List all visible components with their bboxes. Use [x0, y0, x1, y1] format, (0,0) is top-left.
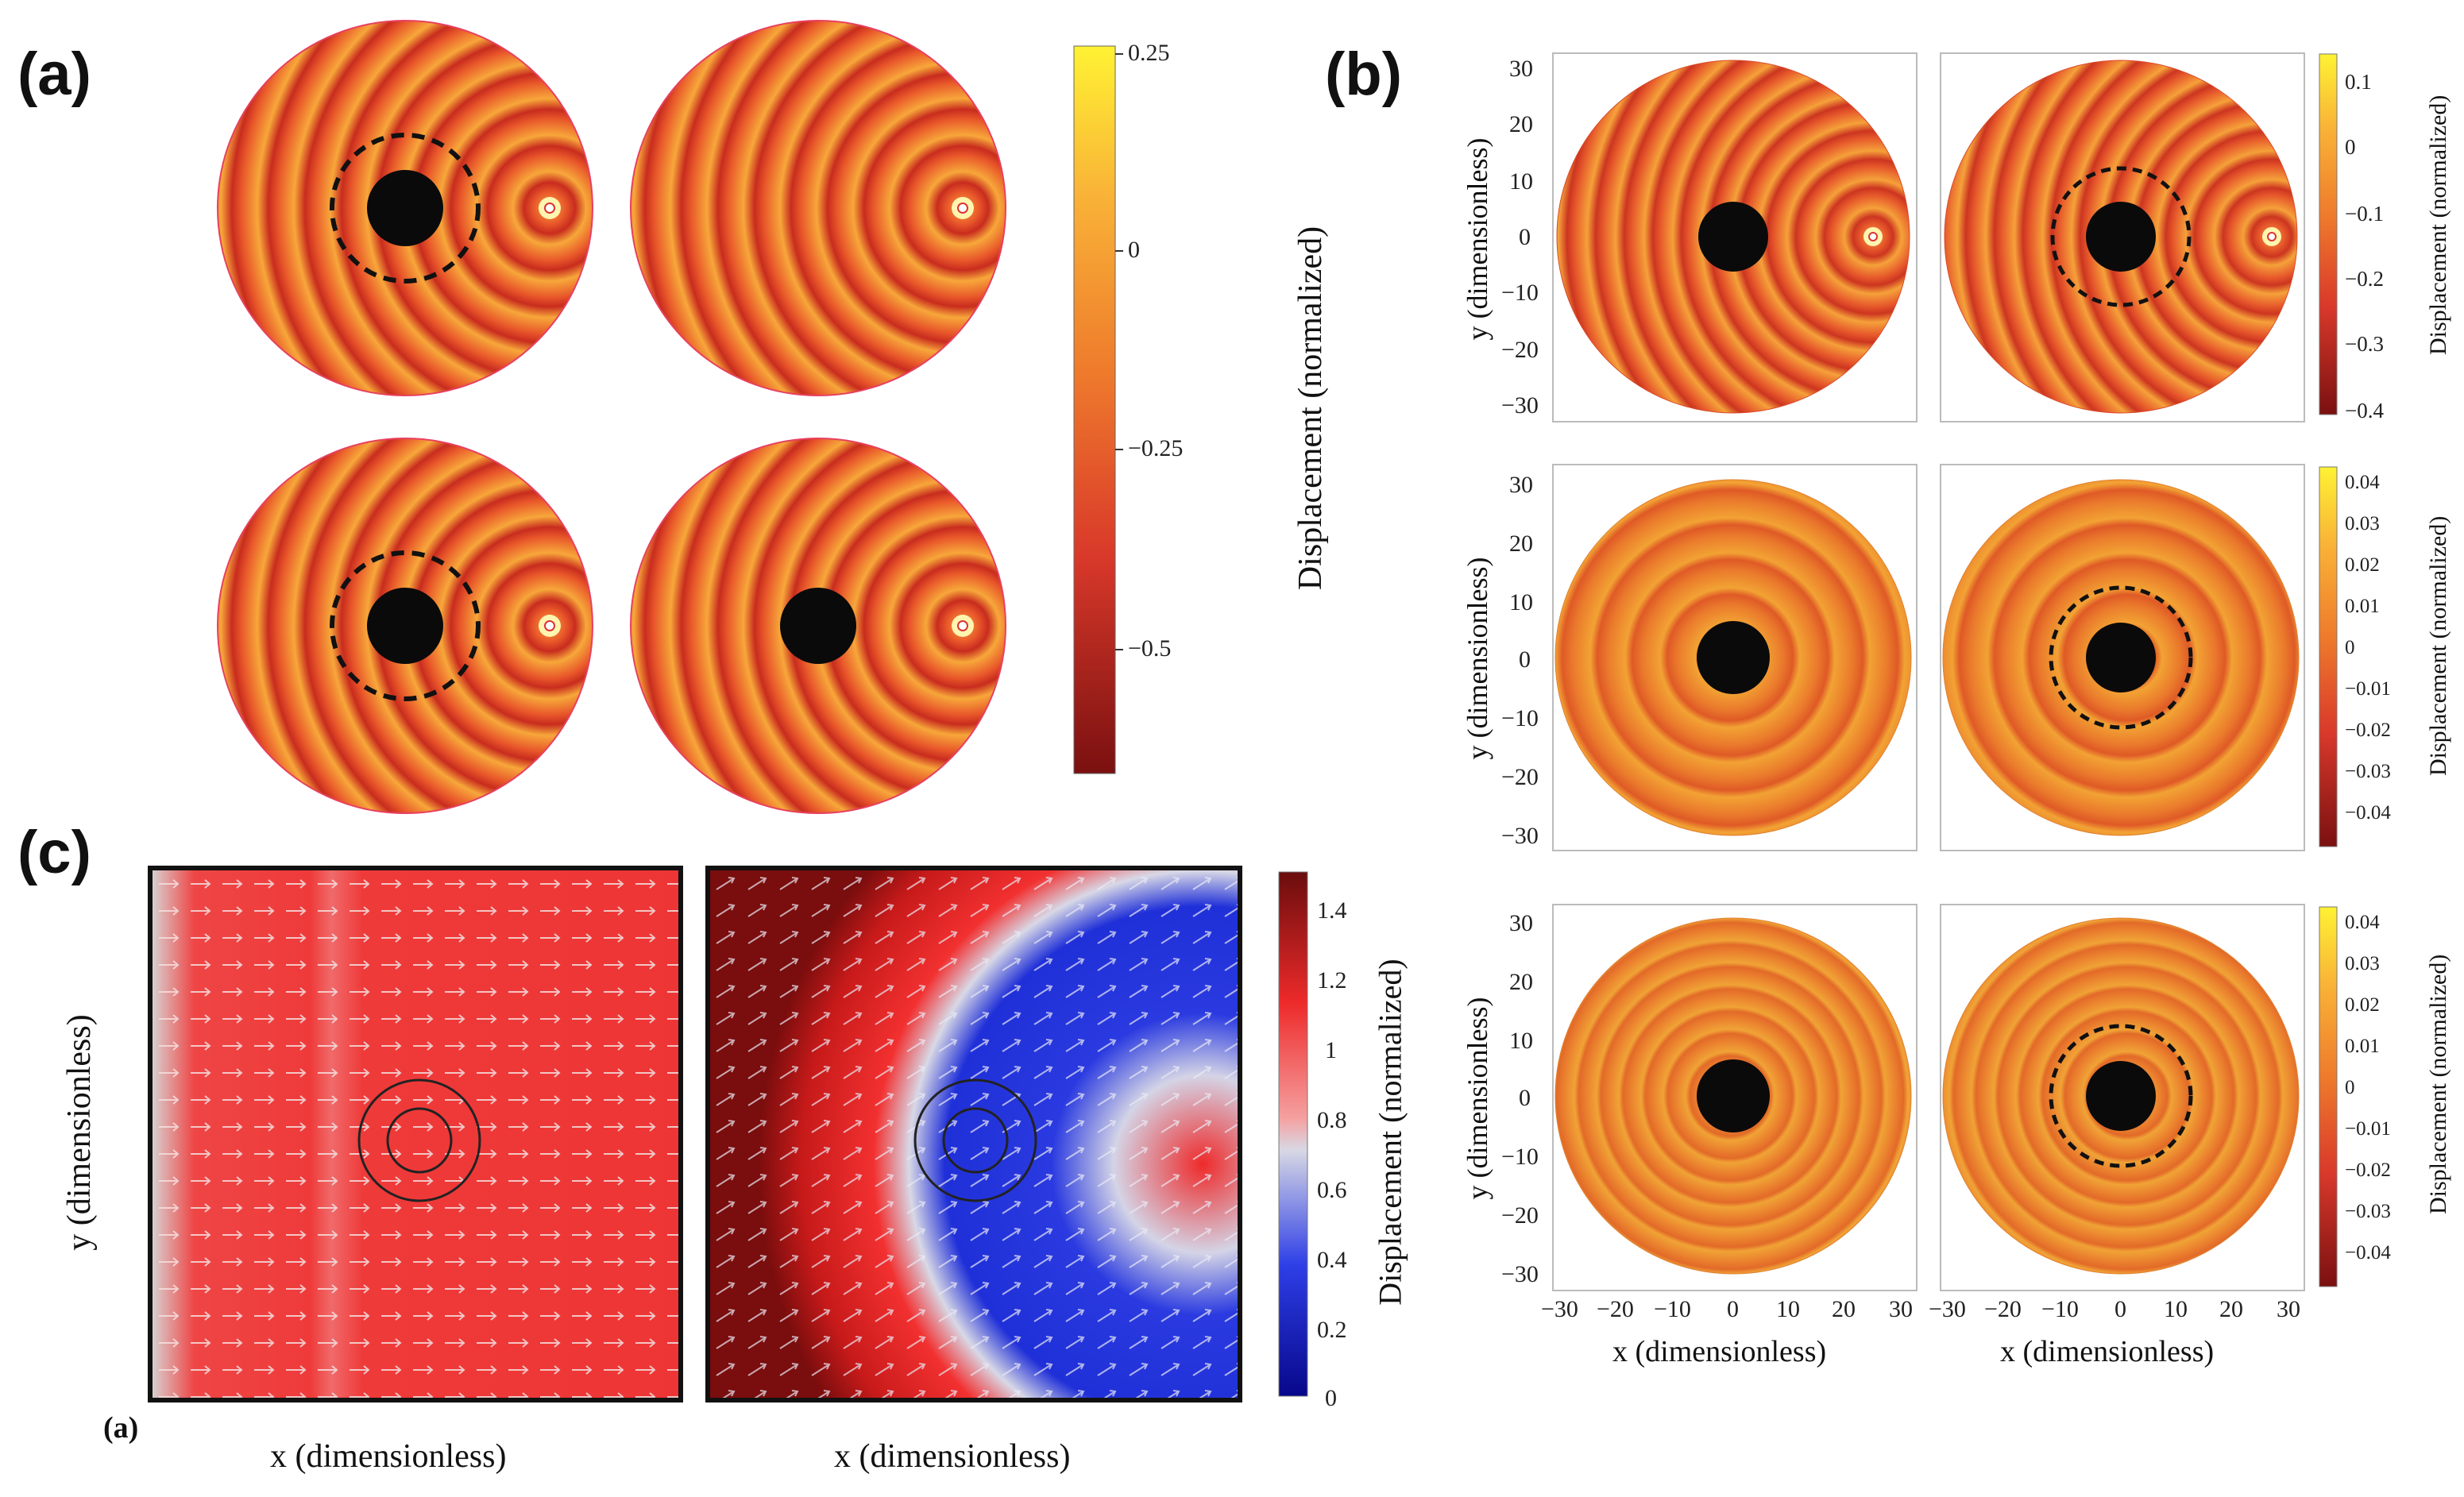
- b-cb3-tick: 0.02: [2345, 994, 2380, 1016]
- b-ytick: −10: [1501, 705, 1539, 731]
- b-cb3-tick: −0.01: [2345, 1118, 2391, 1140]
- b-cb1-tick: 0: [2345, 135, 2356, 159]
- b-ytick: −10: [1501, 1144, 1539, 1170]
- b-xtick: −10: [2041, 1296, 2079, 1322]
- b-xtick: 20: [2219, 1296, 2243, 1322]
- a-top-left-cloak: [330, 133, 481, 284]
- b-xtick: −30: [1929, 1296, 1966, 1322]
- b-cb1-tick: −0.2: [2345, 267, 2384, 291]
- a-bottom-right-obstacle: [780, 588, 856, 664]
- b-cb2-tick: 0.02: [2345, 554, 2380, 576]
- b-cb3-tick: −0.04: [2345, 1242, 2391, 1264]
- b-cb1-tick: −0.1: [2345, 202, 2384, 226]
- b-cb1-tick: −0.3: [2345, 332, 2384, 356]
- b-xtick: 30: [2277, 1296, 2300, 1322]
- panel-a-label: (a): [17, 41, 91, 108]
- b-cb3-tick: −0.03: [2345, 1201, 2391, 1222]
- a-cb-tick: 0: [1128, 237, 1140, 263]
- b-ytick: −10: [1501, 280, 1539, 306]
- b-ytick: 20: [1509, 111, 1533, 137]
- b-ytick: 30: [1509, 472, 1533, 498]
- c-colorbar: [1278, 871, 1308, 1397]
- b-cb1-tick: −0.4: [2345, 399, 2384, 422]
- b-ytick: 10: [1509, 1028, 1533, 1054]
- b-ytick: 0: [1519, 224, 1531, 250]
- b-xlabel-right: x (dimensionless): [2000, 1335, 2215, 1368]
- b-ytick: −20: [1501, 1202, 1539, 1229]
- b-xtick: 0: [1727, 1296, 1739, 1322]
- b-cb1-tick: 0.1: [2345, 70, 2372, 94]
- b-ytick: 0: [1519, 646, 1531, 673]
- b-cb3-tick: 0.01: [2345, 1036, 2380, 1057]
- b-cb3-tick: 0.04: [2345, 912, 2380, 933]
- c-cb-tick: 1.4: [1317, 897, 1347, 924]
- c-cb-tick: 0.2: [1317, 1317, 1347, 1343]
- b-xlabel-left: x (dimensionless): [1612, 1335, 1827, 1368]
- b-ytick: 10: [1509, 168, 1533, 195]
- a-cb-tick: −0.25: [1128, 435, 1184, 461]
- c-cb-tick: 0.8: [1317, 1107, 1347, 1133]
- a-top-left-obstacle: [367, 170, 443, 246]
- a-bottom-left-cloak: [330, 550, 481, 701]
- b-cb2-tick: 0.03: [2345, 513, 2380, 534]
- a-bottom-left-obstacle: [367, 588, 443, 664]
- b-cb2-tick: −0.03: [2345, 761, 2391, 782]
- b-ytick: −20: [1501, 337, 1539, 363]
- panel-b-label: (b): [1325, 41, 1403, 108]
- b-xtick: 10: [1776, 1296, 1800, 1322]
- b-cb2-tick: 0.01: [2345, 596, 2380, 617]
- b-colorbar-r3: [2319, 906, 2338, 1287]
- a-cb-tick: 0.25: [1128, 40, 1170, 66]
- c-xlabel-right: x (dimensionless): [834, 1438, 1071, 1475]
- b-cb2-tick: 0: [2345, 637, 2355, 658]
- b-ytick: 30: [1509, 910, 1533, 936]
- b-ytick: −30: [1501, 823, 1539, 849]
- b-xtick: −10: [1654, 1296, 1691, 1322]
- b-xtick: 10: [2164, 1296, 2188, 1322]
- b-xtick: 20: [1832, 1296, 1856, 1322]
- b-colorbar-r2: [2319, 466, 2338, 847]
- b-ytick: 30: [1509, 56, 1533, 82]
- b-ytick: −30: [1501, 392, 1539, 419]
- c-right-plot: [705, 866, 1242, 1402]
- c-cb-tick: 1.2: [1317, 967, 1347, 993]
- c-cb-tick: 0.4: [1317, 1247, 1347, 1273]
- b-cb2-tick: −0.04: [2345, 802, 2391, 824]
- b-xtick: −30: [1541, 1296, 1578, 1322]
- c-cb-tick: 0.6: [1317, 1177, 1347, 1203]
- c-cb-tick: 0: [1325, 1385, 1337, 1411]
- a-top-right-plot: [630, 20, 1006, 396]
- a-colorbar: [1073, 45, 1116, 774]
- b-xtick: 30: [1889, 1296, 1913, 1322]
- b-ytick: −20: [1501, 764, 1539, 790]
- b-ytick: 0: [1519, 1085, 1531, 1111]
- b-ytick: 20: [1509, 969, 1533, 995]
- b-xtick: 0: [2114, 1296, 2126, 1322]
- a-cb-tick: −0.5: [1128, 635, 1172, 662]
- b-cb2-tick: −0.02: [2345, 720, 2391, 741]
- c-xlabel-left: x (dimensionless): [270, 1438, 507, 1475]
- b-cb2-tick: −0.01: [2345, 678, 2391, 700]
- c-ylabel: y (dimensionless): [61, 1014, 98, 1251]
- b-cb3-tick: 0: [2345, 1077, 2355, 1098]
- panel-c-label: (c): [17, 819, 91, 886]
- b-cb3-tick: 0.03: [2345, 953, 2380, 974]
- c-left-plot: [148, 866, 683, 1402]
- b-ytick: 10: [1509, 589, 1533, 615]
- b-xtick: −20: [1597, 1296, 1634, 1322]
- c-cb-tick: 1: [1325, 1037, 1337, 1063]
- c-sublabel: (a): [103, 1411, 139, 1445]
- b-colorbar-r1: [2319, 53, 2338, 415]
- b-xtick: −20: [1984, 1296, 2022, 1322]
- c-colorbar-title: Displacement (normalized): [1372, 959, 1408, 1306]
- b-cb2-tick: 0.04: [2345, 472, 2380, 493]
- b-ytick: −30: [1501, 1261, 1539, 1287]
- b-ytick: 20: [1509, 531, 1533, 557]
- b-cb3-tick: −0.02: [2345, 1159, 2391, 1181]
